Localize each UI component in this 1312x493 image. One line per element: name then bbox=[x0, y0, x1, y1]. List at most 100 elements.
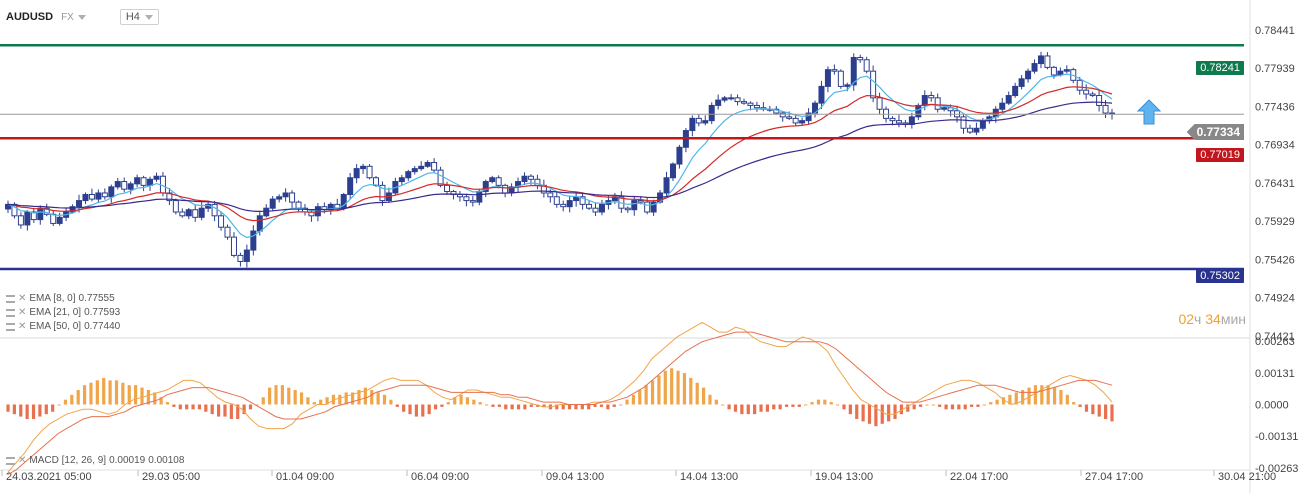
macd-bar bbox=[663, 370, 667, 405]
timer-minutes: 34 bbox=[1205, 311, 1221, 327]
close-icon[interactable]: ✕ bbox=[18, 321, 27, 332]
candle-body bbox=[347, 177, 354, 195]
indicator-label: EMA [50, 0] bbox=[29, 321, 82, 332]
macd-bar bbox=[899, 404, 904, 415]
macd-bar bbox=[25, 404, 29, 419]
macd-bar bbox=[108, 380, 112, 405]
macd-bar bbox=[472, 399, 476, 405]
price-tick-label: 0.75426 bbox=[1255, 255, 1295, 267]
candle-body bbox=[353, 168, 360, 179]
macd-bar bbox=[414, 404, 419, 417]
time-tick-label: 19.04 13:00 bbox=[815, 471, 873, 483]
arrow-up-icon[interactable] bbox=[1137, 99, 1161, 125]
candle-body bbox=[566, 200, 573, 208]
macd-bar bbox=[599, 404, 604, 407]
candle-body bbox=[934, 97, 941, 110]
candle-body bbox=[198, 207, 205, 218]
macd-bar bbox=[708, 394, 712, 405]
macd-bar bbox=[223, 404, 227, 417]
candle-body bbox=[489, 177, 496, 183]
candle-body bbox=[689, 117, 696, 132]
indicator-value: 0.77555 bbox=[78, 293, 115, 304]
macd-bar bbox=[306, 397, 310, 405]
candle-body bbox=[941, 107, 948, 110]
candle-body bbox=[786, 116, 793, 119]
candle-body bbox=[153, 175, 160, 180]
candle-body bbox=[1012, 85, 1019, 97]
candle-body bbox=[495, 177, 502, 186]
time-tick-label: 24.03.2021 05:00 bbox=[6, 471, 92, 483]
candle-body bbox=[5, 203, 11, 210]
macd-bar bbox=[485, 404, 489, 406]
macd-bar bbox=[1021, 390, 1025, 405]
macd-bar bbox=[561, 404, 565, 410]
candle-body bbox=[973, 127, 980, 133]
macd-bar bbox=[421, 404, 425, 417]
macd-bar bbox=[957, 404, 961, 410]
macd-bar bbox=[931, 404, 935, 406]
level-tag-support[interactable]: 0.77019 bbox=[1196, 148, 1244, 162]
macd-bar bbox=[491, 404, 495, 407]
settings-icon[interactable] bbox=[6, 294, 15, 303]
indicator-legend-ema50: ✕ EMA [50, 0] 0.77440 bbox=[6, 321, 120, 332]
indicator-value: 0.77593 bbox=[84, 307, 121, 318]
macd-bar bbox=[740, 404, 744, 415]
macd-bar bbox=[402, 404, 406, 412]
candle-body bbox=[108, 186, 115, 198]
candle-body bbox=[805, 112, 812, 122]
time-tick-label: 22.04 17:00 bbox=[950, 471, 1008, 483]
candle-body bbox=[1005, 95, 1012, 104]
candle-body bbox=[360, 165, 367, 170]
macd-bar bbox=[165, 402, 170, 405]
macd-bar bbox=[172, 404, 176, 407]
macd-bar bbox=[197, 404, 202, 410]
price-tick-label: 0.74924 bbox=[1255, 293, 1295, 305]
candle-body bbox=[676, 146, 683, 165]
candle-body bbox=[1025, 70, 1032, 80]
candle-body bbox=[837, 70, 844, 87]
candle-body bbox=[844, 84, 851, 87]
candle-body bbox=[1083, 89, 1090, 95]
candle-body bbox=[411, 168, 418, 173]
timer-minutes-unit: мин bbox=[1220, 311, 1246, 327]
candle-body bbox=[547, 192, 554, 198]
macd-bar bbox=[1033, 385, 1038, 405]
macd-bar bbox=[82, 385, 87, 405]
chevron-down-icon bbox=[77, 14, 86, 20]
time-tick-label: 29.03 05:00 bbox=[142, 471, 200, 483]
level-tag-low[interactable]: 0.75302 bbox=[1196, 269, 1244, 283]
macd-bar bbox=[797, 404, 801, 407]
macd-bar bbox=[721, 404, 725, 406]
candle-body bbox=[721, 97, 728, 101]
macd-bar bbox=[497, 404, 501, 407]
macd-bar bbox=[293, 390, 297, 405]
candle-body bbox=[366, 165, 373, 179]
symbol-label[interactable]: AUDUSD bbox=[6, 11, 54, 23]
macd-bar bbox=[912, 404, 916, 410]
macd-bar bbox=[542, 404, 546, 407]
candle-body bbox=[521, 175, 528, 183]
macd-bar bbox=[835, 404, 840, 406]
candle-body bbox=[999, 102, 1006, 110]
macd-bar bbox=[287, 387, 291, 405]
macd-bar bbox=[1059, 390, 1063, 405]
macd-bar bbox=[159, 397, 163, 405]
settings-icon[interactable] bbox=[6, 322, 15, 331]
level-tag-resistance[interactable]: 0.78241 bbox=[1196, 61, 1244, 75]
macd-bar bbox=[842, 404, 846, 410]
macd-bar bbox=[38, 404, 42, 417]
timeframe-selector[interactable]: H4 bbox=[119, 9, 159, 25]
close-icon[interactable]: ✕ bbox=[18, 307, 27, 318]
market-selector[interactable]: FX bbox=[61, 12, 86, 23]
settings-icon[interactable] bbox=[6, 308, 15, 317]
close-icon[interactable]: ✕ bbox=[18, 293, 27, 304]
macd-bar bbox=[51, 404, 55, 412]
settings-icon[interactable] bbox=[6, 456, 15, 465]
candle-body bbox=[121, 181, 128, 190]
macd-bar bbox=[510, 404, 514, 410]
candle-body bbox=[889, 117, 896, 122]
close-icon[interactable]: ✕ bbox=[18, 455, 27, 466]
macd-bar bbox=[995, 399, 999, 405]
candle-body bbox=[579, 196, 586, 205]
